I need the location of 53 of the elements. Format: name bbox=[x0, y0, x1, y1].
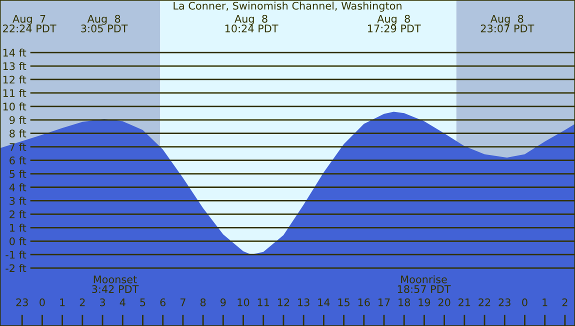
x-tick-label: 0 bbox=[40, 298, 45, 306]
x-tick-label: 10 bbox=[238, 298, 250, 306]
x-tick-label: 20 bbox=[438, 298, 450, 306]
x-tick-label: 15 bbox=[338, 298, 350, 306]
y-tick-label: 14 ft bbox=[3, 48, 26, 56]
y-tick-label: 1 ft bbox=[10, 224, 26, 232]
annotation: Moonrise 18:57 PDT bbox=[398, 275, 451, 294]
y-tick-label: 13 ft bbox=[3, 62, 26, 70]
x-tick-label: 23 bbox=[498, 298, 510, 306]
y-tick-label: -1 ft bbox=[6, 250, 26, 259]
x-tick-label: 22 bbox=[478, 298, 490, 306]
x-tick-label: 5 bbox=[140, 298, 146, 306]
y-tick-label: 9 ft bbox=[10, 116, 26, 124]
x-tick-label: 2 bbox=[80, 298, 85, 306]
y-tick-label: 10 ft bbox=[3, 102, 26, 111]
y-tick-label: 12 ft bbox=[3, 76, 26, 84]
x-tick-label: 23 bbox=[16, 298, 28, 306]
y-tick-label: 4 ft bbox=[9, 183, 26, 192]
x-tick-label: 1 bbox=[542, 298, 548, 306]
x-tick-label: 9 bbox=[220, 298, 226, 306]
y-tick-label: 5 ft bbox=[10, 170, 26, 178]
x-tick-label: 13 bbox=[298, 298, 310, 306]
y-tick-label: 3 ft bbox=[10, 196, 26, 205]
x-tick-label: 11 bbox=[258, 298, 270, 306]
x-tick-label: 17 bbox=[378, 298, 390, 306]
annotation: Aug 8 10:24 PDT bbox=[225, 14, 278, 32]
x-tick-label: 7 bbox=[180, 298, 186, 306]
y-tick-label: 7 ft bbox=[10, 142, 26, 151]
y-tick-label: 2 ft bbox=[10, 210, 26, 218]
y-tick-label: 8 ft bbox=[10, 129, 26, 138]
x-tick-label: 3 bbox=[100, 298, 106, 306]
x-tick-label: 19 bbox=[418, 298, 430, 306]
y-tick-label: 0 ft bbox=[10, 237, 26, 246]
x-tick-label: 21 bbox=[458, 298, 470, 306]
x-tick-label: 1 bbox=[60, 298, 65, 306]
annotation: Aug 7 22:24 PDT bbox=[3, 14, 56, 32]
y-tick-label: 11 ft bbox=[3, 88, 26, 97]
chart-title: La Conner, Swinomish Channel, Washington bbox=[174, 2, 402, 12]
annotation: Aug 8 3:05 PDT bbox=[81, 14, 128, 32]
x-tick-label: 16 bbox=[358, 298, 370, 306]
y-tick-label: 6 ft bbox=[10, 156, 26, 164]
x-tick-label: 4 bbox=[120, 298, 126, 306]
annotation: Aug 8 17:29 PDT bbox=[368, 14, 421, 32]
x-tick-label: 8 bbox=[200, 298, 206, 306]
annotation: Aug 8 23:07 PDT bbox=[480, 14, 534, 32]
annotation: Moonset 3:42 PDT bbox=[92, 276, 139, 294]
y-tick-label: -2 ft bbox=[6, 264, 26, 272]
x-tick-label: 12 bbox=[278, 298, 290, 306]
x-tick-label: 14 bbox=[318, 298, 330, 306]
x-tick-label: 0 bbox=[522, 298, 528, 306]
x-tick-label: 18 bbox=[398, 298, 410, 306]
x-tick-label: 6 bbox=[160, 298, 166, 306]
x-tick-label: 2 bbox=[562, 298, 568, 306]
